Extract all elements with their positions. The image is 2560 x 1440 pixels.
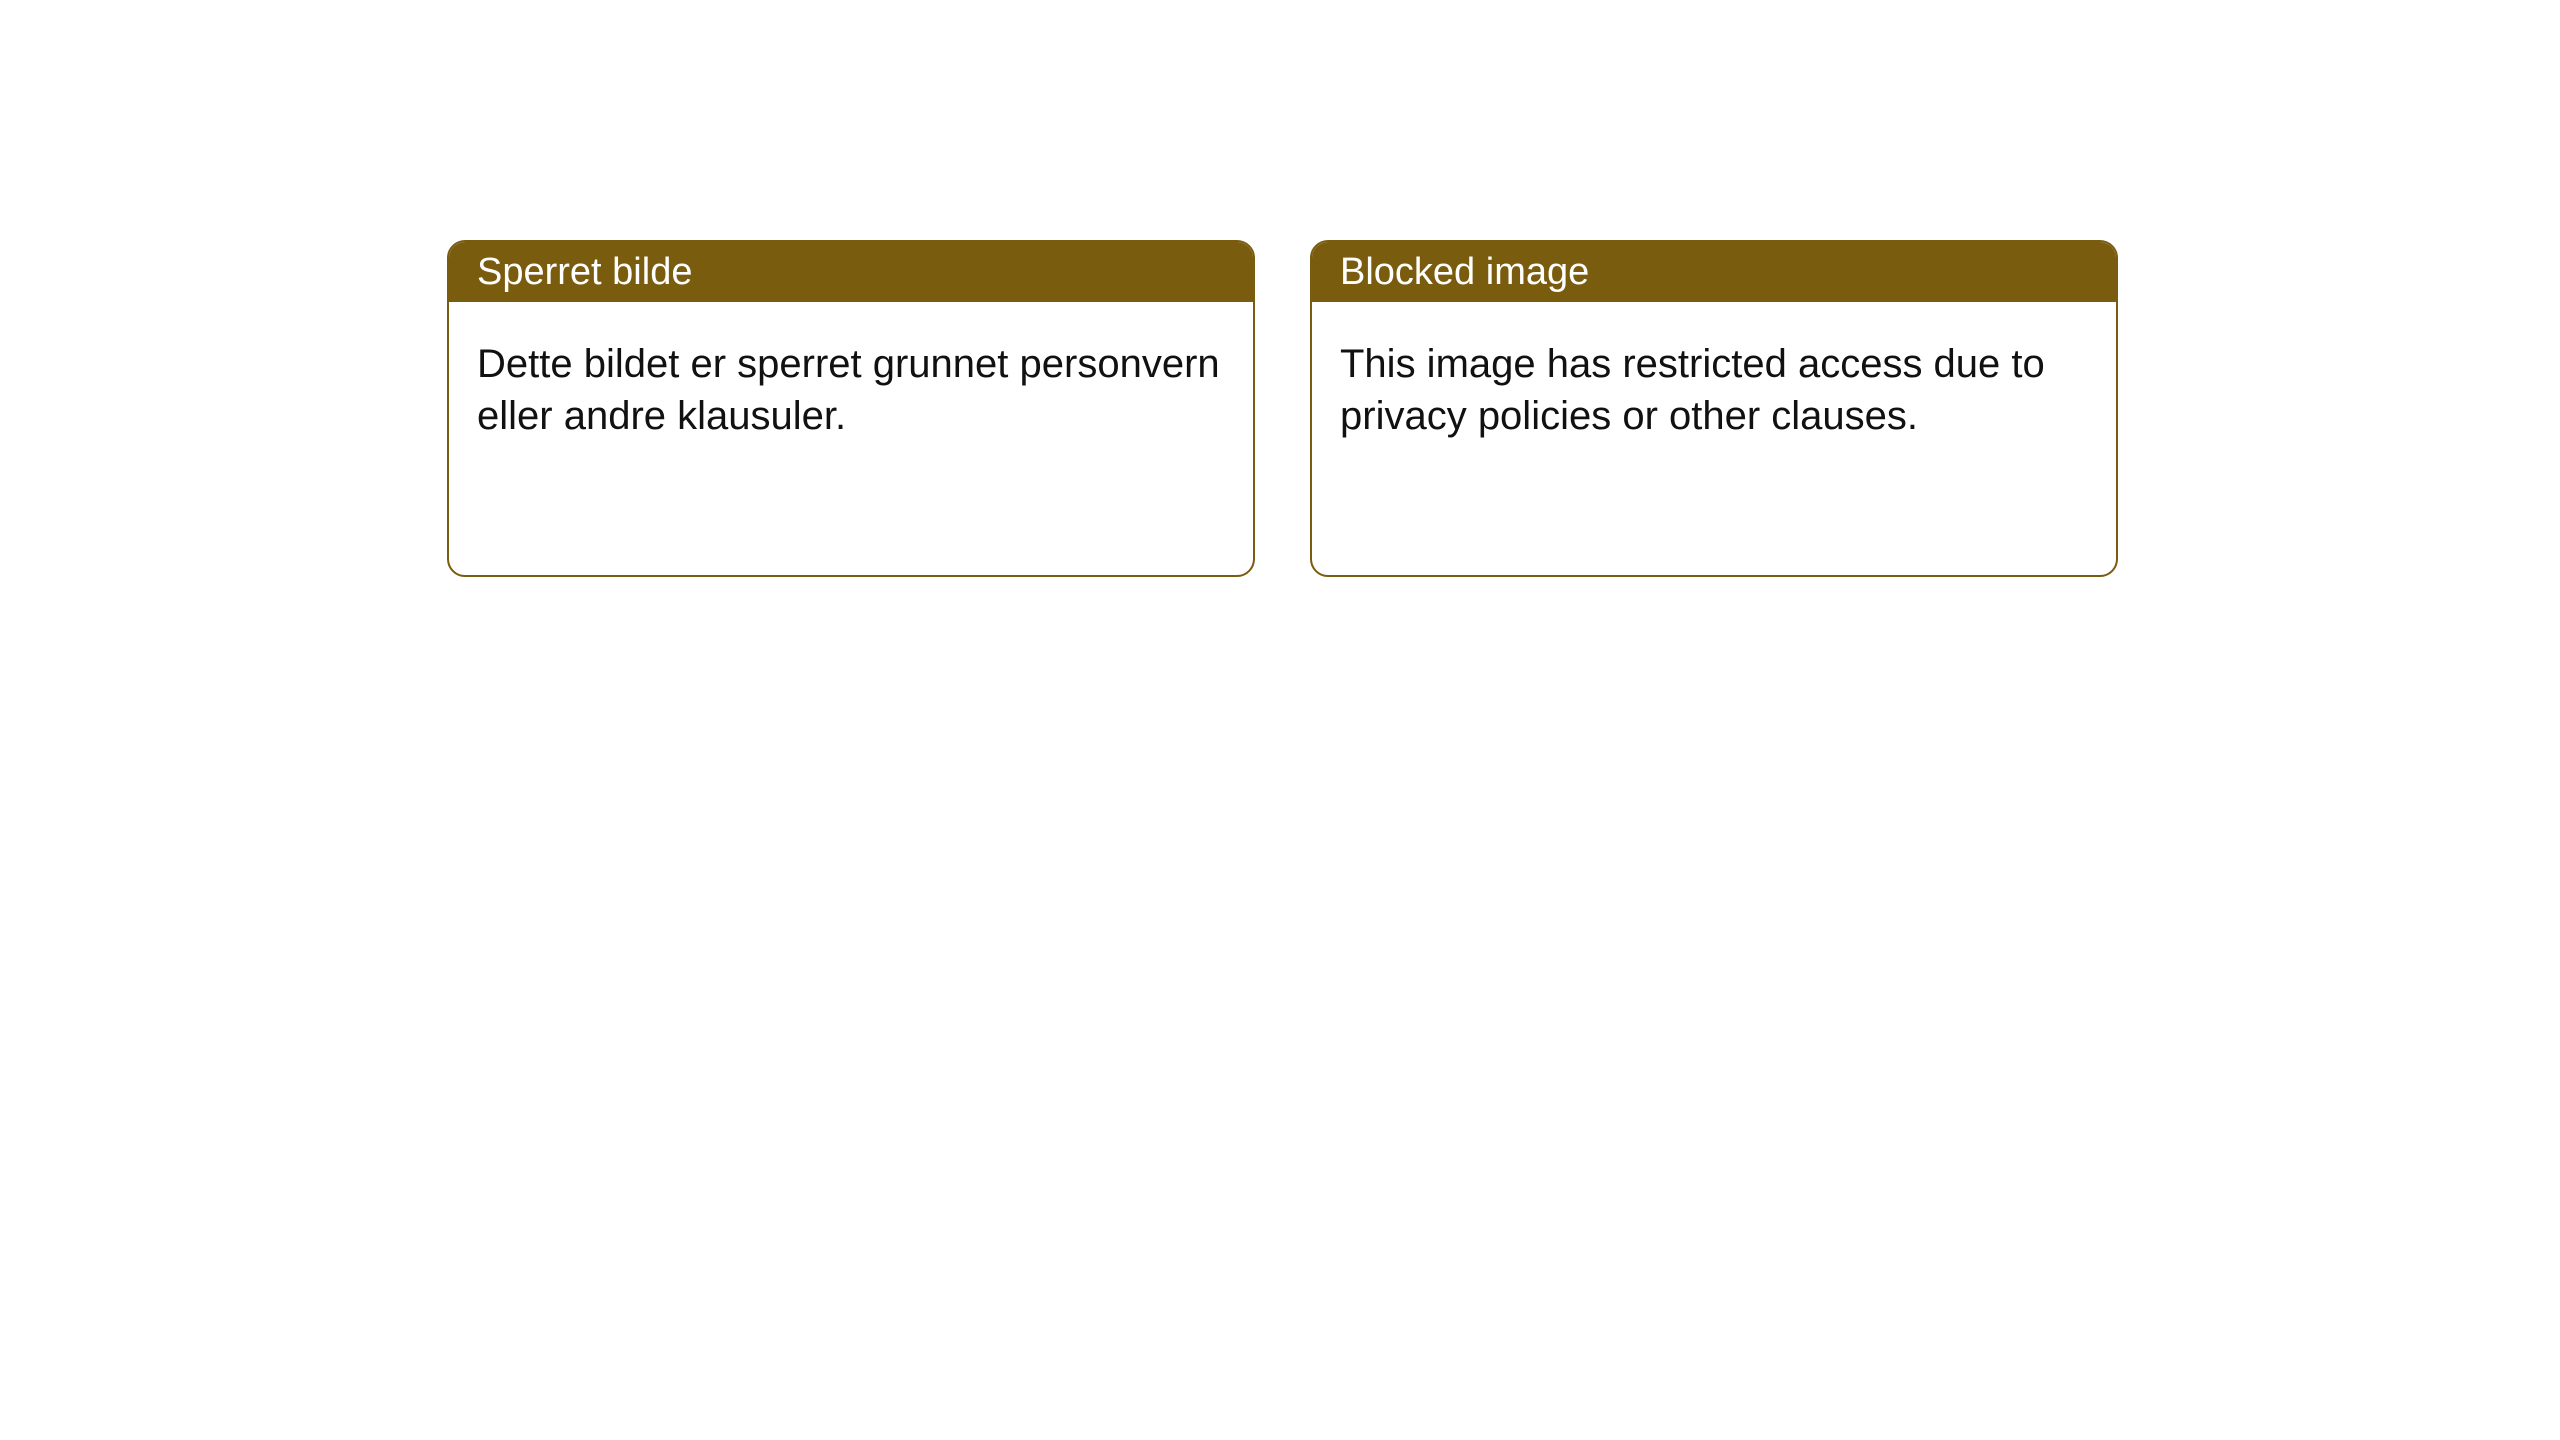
notices-container: Sperret bilde Dette bildet er sperret gr… (447, 240, 2118, 577)
notice-body-english: This image has restricted access due to … (1312, 302, 2116, 478)
notice-header-english: Blocked image (1312, 242, 2116, 302)
notice-header-norwegian: Sperret bilde (449, 242, 1253, 302)
notice-box-norwegian: Sperret bilde Dette bildet er sperret gr… (447, 240, 1255, 577)
notice-box-english: Blocked image This image has restricted … (1310, 240, 2118, 577)
notice-body-norwegian: Dette bildet er sperret grunnet personve… (449, 302, 1253, 478)
